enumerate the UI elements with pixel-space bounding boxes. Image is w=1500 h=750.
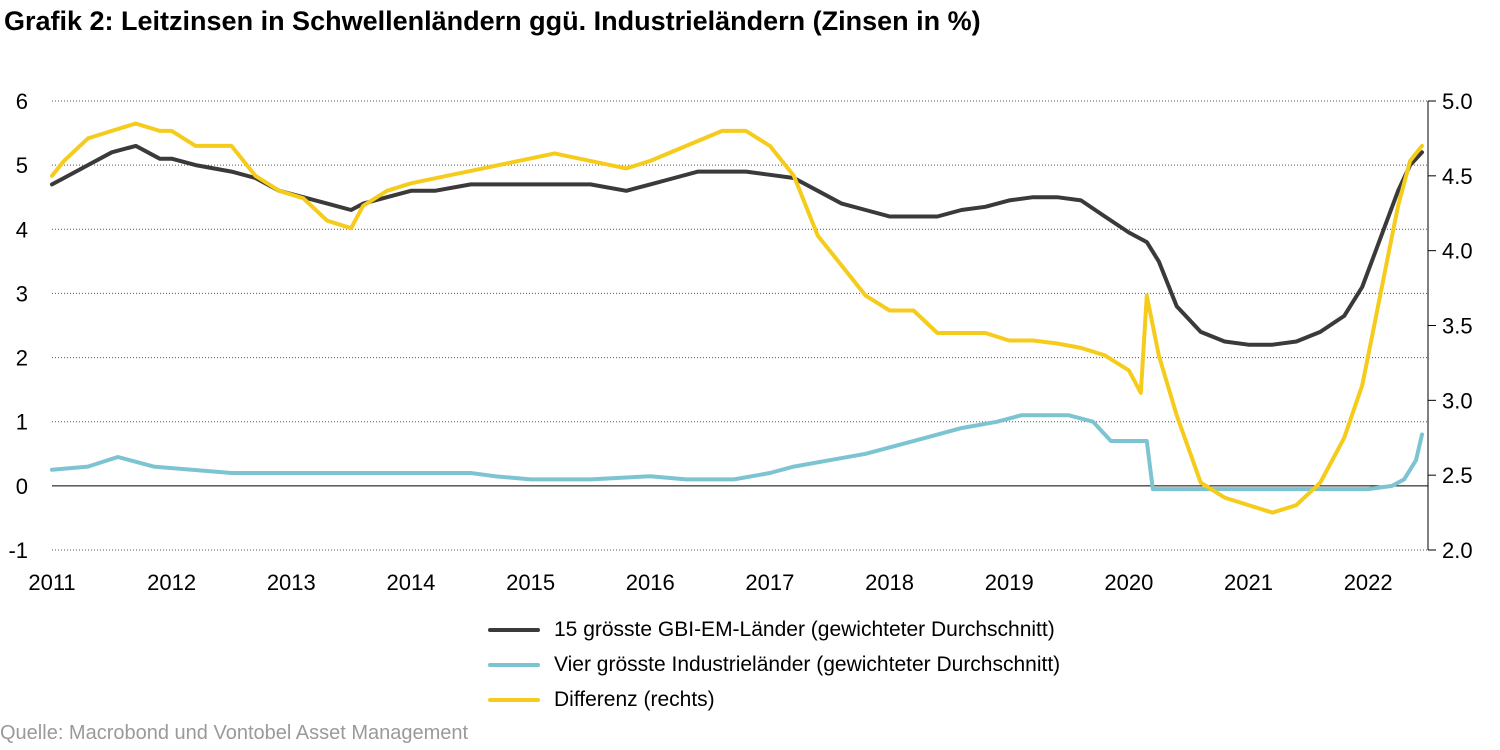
y-left-tick-label: 2 <box>16 346 28 371</box>
x-tick-label: 2021 <box>1224 570 1273 595</box>
y-left-tick-label: 3 <box>16 281 28 306</box>
x-tick-label: 2022 <box>1344 570 1393 595</box>
legend-item-diff: Differenz (rechts) <box>488 682 1060 717</box>
y-right-tick-label: 3.5 <box>1442 314 1473 339</box>
y-left-tick-label: 6 <box>16 89 28 114</box>
legend-swatch-diff <box>488 697 540 702</box>
source-note: Quelle: Macrobond und Vontobel Asset Man… <box>0 722 469 744</box>
y-right-tick-label: 3.0 <box>1442 388 1473 413</box>
y-right-tick-label: 4.0 <box>1442 239 1473 264</box>
x-tick-label: 2019 <box>985 570 1034 595</box>
x-tick-label: 2016 <box>626 570 675 595</box>
x-tick-label: 2018 <box>865 570 914 595</box>
y-left-tick-label: 4 <box>16 217 28 242</box>
series-lines <box>50 121 1424 515</box>
chart-title: Grafik 2: Leitzinsen in Schwellenländern… <box>4 6 981 36</box>
legend-item-dm: Vier grösste Industrieländer (gewichtete… <box>488 647 1060 682</box>
x-tick-label: 2011 <box>28 570 75 595</box>
x-tick-label: 2017 <box>745 570 794 595</box>
x-tick-label: 2020 <box>1104 570 1153 595</box>
legend: 15 grösste GBI-EM-Länder (gewichteter Du… <box>488 612 1060 717</box>
legend-item-em: 15 grösste GBI-EM-Länder (gewichteter Du… <box>488 612 1060 647</box>
x-tick-label: 2015 <box>506 570 555 595</box>
series-line-dm <box>50 413 1424 492</box>
tick-labels: 6 5 4 3 2 1 0 -1 5.0 4.5 4.0 3.5 3.0 2.5 2.0 2011 2012 20… <box>8 89 1472 595</box>
grid-lines <box>52 100 1436 551</box>
y-right-tick-label: 5.0 <box>1442 89 1473 114</box>
y-left-tick-label: -1 <box>8 538 28 563</box>
chart-plot-area: 6 5 4 3 2 1 0 -1 5.0 4.5 4.0 3.5 3.0 2.5 2.0 2011 2012 20… <box>8 89 1472 595</box>
series-line-diff <box>50 121 1424 515</box>
y-right-tick-label: 2.5 <box>1442 463 1473 488</box>
legend-swatch-dm <box>488 662 540 667</box>
legend-label-dm: Vier grösste Industrieländer (gewichtete… <box>554 652 1061 676</box>
y-left-tick-label: 1 <box>16 410 28 435</box>
legend-swatch-em <box>488 627 540 632</box>
x-tick-label: 2014 <box>386 570 435 595</box>
x-tick-label: 2012 <box>147 570 196 595</box>
y-left-tick-label: 5 <box>16 153 28 178</box>
y-right-tick-label: 2.0 <box>1442 538 1473 563</box>
legend-label-em: 15 grösste GBI-EM-Länder (gewichteter Du… <box>554 617 1055 641</box>
x-tick-label: 2013 <box>267 570 316 595</box>
legend-label-diff: Differenz (rechts) <box>554 687 715 711</box>
y-left-tick-label: 0 <box>16 474 28 499</box>
y-right-tick-label: 4.5 <box>1442 164 1473 189</box>
